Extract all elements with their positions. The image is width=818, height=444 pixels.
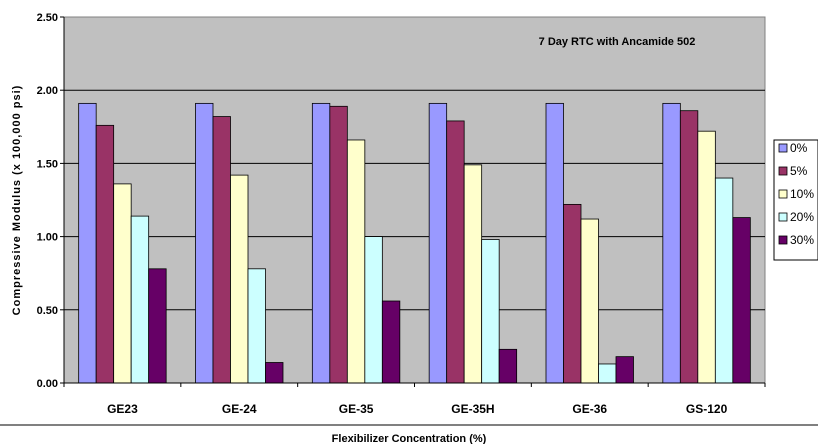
bar-ge-35-20pct bbox=[364, 236, 383, 384]
plot-area bbox=[63, 16, 766, 384]
bar-ge23-20pct bbox=[130, 215, 150, 384]
x-axis-title: Flexibilizer Concentration (%) bbox=[332, 433, 487, 444]
bar-ge-24-10pct bbox=[230, 174, 249, 384]
y-tick-label: 0.50 bbox=[37, 305, 58, 317]
y-tick-label: 2.00 bbox=[37, 85, 58, 97]
y-tick-label: 2.50 bbox=[37, 12, 58, 24]
chart-annotation: 7 Day RTC with Ancamide 502 bbox=[539, 36, 696, 48]
bar-ge-24-20pct bbox=[247, 268, 266, 384]
legend-swatch bbox=[778, 189, 788, 199]
legend-label: 0% bbox=[790, 141, 808, 155]
bar-ge23-10pct bbox=[113, 183, 132, 384]
bar-ge-24-0pct bbox=[195, 102, 214, 384]
bar-gs-120-20pct bbox=[714, 177, 734, 384]
legend-swatch bbox=[778, 143, 788, 153]
bar-ge-35-10pct bbox=[346, 139, 366, 384]
legend-swatch bbox=[778, 166, 788, 176]
grid-lines bbox=[64, 89, 765, 311]
bar-ge23-5pct bbox=[95, 124, 115, 384]
bar-gs-120-10pct bbox=[697, 130, 716, 384]
bar-ge23-0pct bbox=[78, 102, 97, 384]
x-category-label: GE23 bbox=[107, 402, 138, 416]
bar-gs-120-5pct bbox=[679, 110, 699, 384]
y-tick-label: 1.00 bbox=[37, 232, 58, 244]
bar-gs-120-30pct bbox=[732, 217, 751, 384]
bar-ge-35h-0pct bbox=[428, 102, 448, 384]
bar-ge-36-0pct bbox=[545, 102, 564, 384]
bars bbox=[78, 102, 751, 384]
legend-label: 30% bbox=[790, 233, 814, 247]
bar-ge-35-30pct bbox=[381, 300, 401, 384]
bar-ge-35-5pct bbox=[329, 105, 348, 384]
bar-ge-35h-5pct bbox=[446, 120, 465, 384]
bar-ge23-30pct bbox=[148, 268, 167, 384]
bar-ge-35h-20pct bbox=[481, 239, 500, 384]
x-category-label: GS-120 bbox=[686, 402, 728, 416]
x-axis-categories: GE23 GE-24 GE-35 GE-35H GE-36 GS-120 bbox=[63, 383, 766, 416]
legend-swatch bbox=[778, 235, 788, 245]
x-category-label: GE-35H bbox=[451, 402, 494, 416]
y-axis-ticks: 0.00 0.50 1.00 1.50 2.00 2.50 bbox=[37, 12, 64, 390]
bar-ge-36-5pct bbox=[563, 203, 582, 384]
legend-swatch bbox=[778, 212, 788, 222]
bar-gs-120-0pct bbox=[662, 102, 681, 384]
bar-ge-36-20pct bbox=[598, 363, 617, 384]
bar-ge-36-10pct bbox=[580, 218, 599, 384]
legend-label: 20% bbox=[790, 210, 814, 224]
x-category-label: GE-35 bbox=[339, 402, 374, 416]
legend-label: 5% bbox=[790, 164, 808, 178]
bar-ge-36-30pct bbox=[615, 356, 634, 384]
bar-ge-35-0pct bbox=[311, 102, 331, 384]
x-category-label: GE-24 bbox=[222, 402, 257, 416]
y-axis-title: Compressive Modulus (x 100,000 psi) bbox=[11, 85, 23, 316]
y-tick-label: 0.00 bbox=[37, 378, 58, 390]
legend-label: 10% bbox=[790, 187, 814, 201]
bar-ge-24-5pct bbox=[212, 116, 231, 384]
x-category-label: GE-36 bbox=[572, 402, 607, 416]
bar-ge-35h-30pct bbox=[498, 348, 518, 384]
bar-ge-24-30pct bbox=[265, 362, 284, 384]
bar-ge-35h-10pct bbox=[463, 164, 483, 384]
y-tick-label: 1.50 bbox=[37, 158, 58, 170]
legend: 0% 5% 10% 20% 30% bbox=[773, 139, 818, 261]
